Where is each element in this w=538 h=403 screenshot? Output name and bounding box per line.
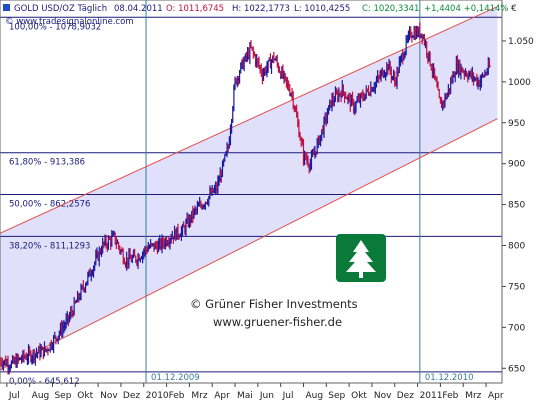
y-tick-label-2: 750 bbox=[508, 282, 525, 292]
x-tick-label-21: Apr bbox=[488, 391, 504, 401]
header-open: O: 1011,6745 bbox=[166, 4, 224, 14]
channel-lower-line bbox=[0, 118, 498, 371]
x-tick-label-4: Nov bbox=[100, 391, 118, 401]
x-tick-label-5: Dez bbox=[123, 391, 140, 401]
fib-label-2: 50,00% - 862,2576 bbox=[9, 200, 90, 210]
fibonacci-levels: 100,00% - 1078,9032 61,80% - 913,386 50,00… bbox=[0, 16, 502, 387]
date-line-label-1: 01.12.2010 bbox=[425, 373, 474, 383]
x-tick-label-18: 2011 bbox=[420, 391, 443, 401]
x-tick-label-7: Feb bbox=[169, 391, 185, 401]
watermark-company: © Grüner Fisher Investments bbox=[190, 297, 358, 311]
fib-label-4: 0,00% - 645,612 bbox=[9, 377, 80, 387]
x-tick-label-14: Sep bbox=[328, 391, 345, 401]
trend-channel-fill bbox=[0, 6, 498, 370]
y-tick-label-7: 1000 bbox=[508, 78, 531, 88]
tree-logo-icon bbox=[336, 234, 386, 282]
plot-frame bbox=[0, 0, 503, 384]
x-tick-label-8: Mrz bbox=[191, 391, 207, 401]
x-tick-label-15: Okt bbox=[351, 391, 367, 401]
watermark-url: www.gruener-fisher.de bbox=[213, 315, 342, 329]
y-tick-label-3: 800 bbox=[508, 242, 525, 252]
price-bars bbox=[0, 22, 491, 375]
header-close: C: 1020,3341 bbox=[362, 4, 419, 14]
x-tick-label-17: Dez bbox=[397, 391, 414, 401]
fib-label-3: 38,20% - 811,1293 bbox=[9, 241, 90, 251]
watermark: © Grüner Fisher Investments www.gruener-… bbox=[190, 234, 386, 329]
y-tick-label-8: 1.050 bbox=[508, 37, 534, 47]
header-low: L: 1010,4255 bbox=[294, 4, 350, 14]
x-tick-label-2: Sep bbox=[54, 391, 71, 401]
x-tick-label-12: Jul bbox=[282, 391, 294, 401]
y-axis: 650 700 750 800 850 900 950 1000 1.050 bbox=[502, 37, 534, 374]
y-tick-label-5: 900 bbox=[508, 160, 525, 170]
chart-header: GOLD USD/OZ Täglich 08.04.2011 O: 1011,6… bbox=[3, 4, 517, 27]
y-tick-label-1: 700 bbox=[508, 323, 525, 333]
y-tick-label-6: 950 bbox=[508, 119, 525, 129]
fib-label-1: 61,80% - 913,386 bbox=[9, 158, 85, 168]
x-tick-label-13: Aug bbox=[305, 391, 323, 401]
x-tick-label-6: 2010 bbox=[146, 391, 169, 401]
x-tick-label-19: Feb bbox=[442, 391, 458, 401]
header-date: 08.04.2011 bbox=[114, 4, 163, 14]
menu-icon[interactable] bbox=[3, 4, 10, 11]
x-tick-label-9: Apr bbox=[214, 391, 230, 401]
y-tick-label-0: 650 bbox=[508, 364, 525, 374]
x-tick-label-20: Mrz bbox=[465, 391, 481, 401]
header-high: H: 1022,1773 bbox=[232, 4, 290, 14]
currency-symbol: € bbox=[511, 4, 517, 14]
x-tick-label-0: Jul bbox=[8, 391, 20, 401]
channel-upper-line bbox=[0, 6, 498, 234]
fib-label-0: 100,00% - 1078,9032 bbox=[9, 22, 101, 32]
x-tick-label-1: Aug bbox=[32, 391, 50, 401]
source-credit: © www.tradesignalonline.com bbox=[5, 17, 134, 27]
x-axis: Jul Aug Sep Okt Nov Dez 2010 Feb Mrz Apr Mai Jun Jul… bbox=[6, 383, 504, 401]
instrument-name: GOLD USD/OZ Täglich bbox=[14, 4, 107, 14]
date-line-label-0: 01.12.2009 bbox=[151, 373, 200, 383]
x-tick-label-11: Jun bbox=[259, 391, 274, 401]
header-change: +1,4404 +0,1414% bbox=[424, 4, 509, 14]
x-tick-label-3: Okt bbox=[77, 391, 93, 401]
date-reference-lines: 01.12.2009 01.12.2010 bbox=[145, 0, 474, 383]
x-tick-label-16: Nov bbox=[374, 391, 392, 401]
x-tick-label-10: Mai bbox=[237, 391, 253, 401]
y-tick-label-4: 850 bbox=[508, 201, 525, 211]
